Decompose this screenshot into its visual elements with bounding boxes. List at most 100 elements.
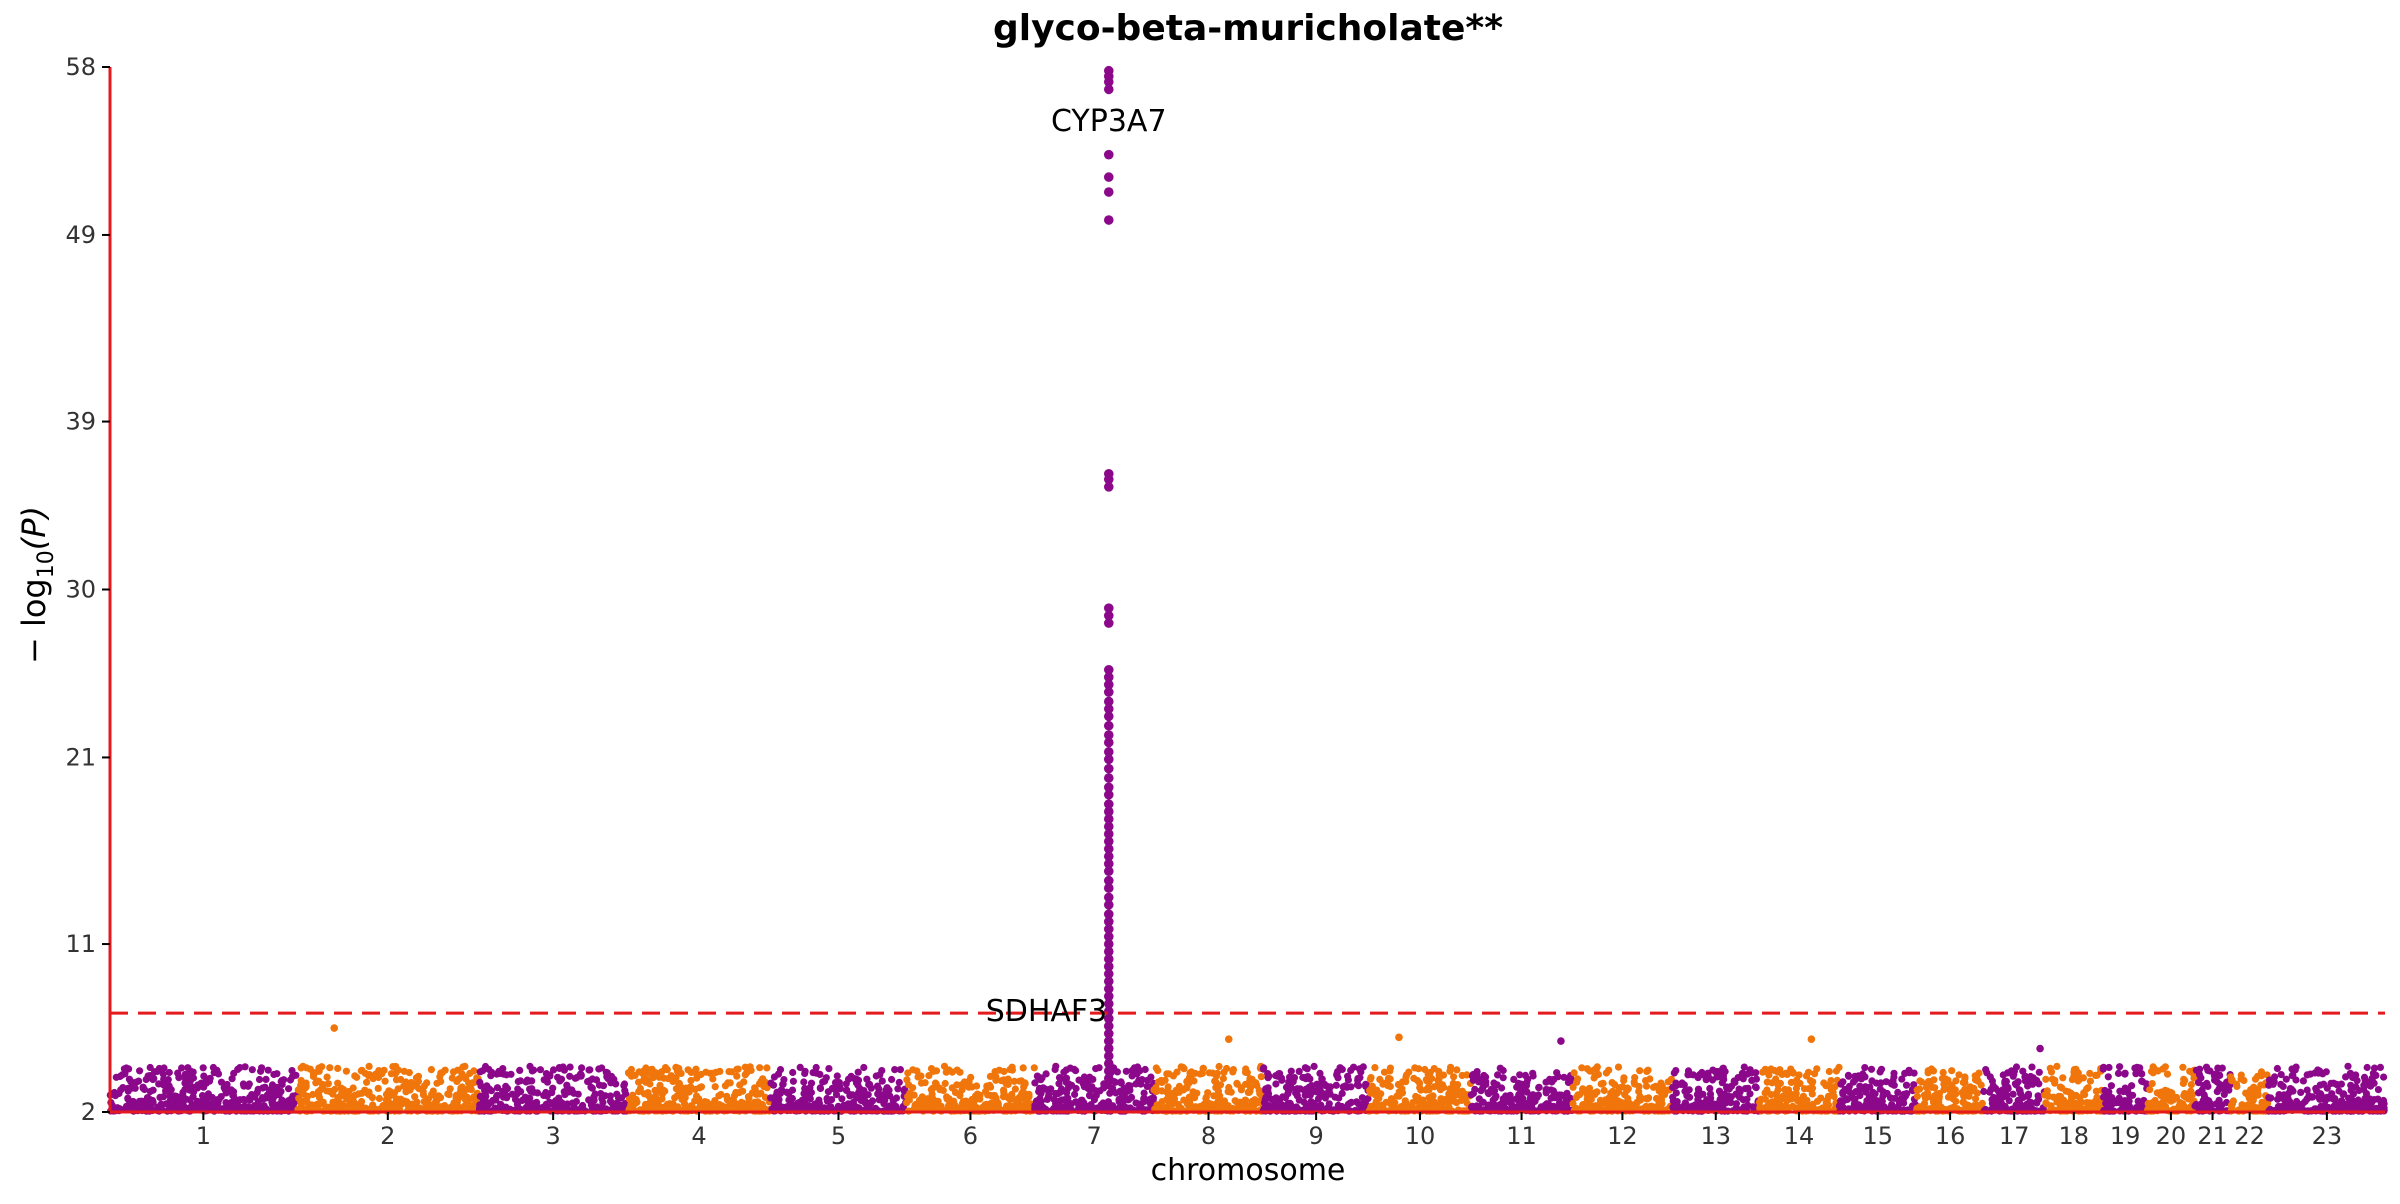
snp-point — [578, 1064, 585, 1071]
snp-point — [1522, 1072, 1529, 1079]
snp-point — [1055, 1080, 1062, 1087]
snp-point — [1475, 1078, 1482, 1085]
snp-point — [2344, 1063, 2351, 1070]
snp-point — [1245, 1079, 1252, 1086]
snp-point — [421, 1083, 428, 1090]
snp-point — [864, 1103, 871, 1110]
snp-point — [325, 1080, 332, 1087]
snp-point — [674, 1092, 681, 1099]
snp-point — [2188, 1081, 2195, 1088]
snp-point — [982, 1088, 989, 1095]
snp-point — [1037, 1100, 1044, 1107]
snp-point — [261, 1084, 268, 1091]
snp-point — [2211, 1071, 2218, 1078]
peak-snp-point — [1104, 187, 1114, 197]
snp-point — [362, 1070, 369, 1077]
snp-point — [487, 1072, 494, 1079]
snp-point — [658, 1068, 665, 1075]
snp-point — [1642, 1077, 1649, 1084]
snp-point — [1135, 1100, 1142, 1107]
snp-point — [2035, 1096, 2042, 1103]
snp-point — [1872, 1097, 1879, 1104]
x-tick-label: 7 — [1087, 1122, 1102, 1150]
snp-point — [200, 1098, 207, 1105]
peak-snp-point — [1104, 790, 1114, 800]
snp-point — [2105, 1064, 2112, 1071]
snp-point — [1513, 1095, 1520, 1102]
snp-point — [502, 1104, 509, 1111]
snp-point — [2169, 1095, 2176, 1102]
snp-point — [1808, 1035, 1816, 1043]
snp-point — [1081, 1073, 1088, 1080]
snp-point — [1916, 1103, 1923, 1110]
snp-point — [682, 1094, 689, 1101]
snp-point — [1253, 1082, 1260, 1089]
snp-point — [1404, 1103, 1411, 1110]
snp-point — [1491, 1087, 1498, 1094]
snp-point — [303, 1083, 310, 1090]
snp-point — [1000, 1089, 1007, 1096]
snp-point — [1947, 1090, 1954, 1097]
snp-point — [119, 1071, 126, 1078]
snp-point — [1290, 1078, 1297, 1085]
snp-point — [789, 1069, 796, 1076]
snp-point — [303, 1064, 310, 1071]
snp-point — [2010, 1071, 2017, 1078]
snp-point — [2153, 1101, 2160, 1108]
snp-point — [1591, 1091, 1598, 1098]
snp-point — [2042, 1076, 2049, 1083]
snp-point — [735, 1066, 742, 1073]
snp-point — [1747, 1066, 1754, 1073]
snp-point — [1311, 1103, 1318, 1110]
snp-point — [1768, 1091, 1775, 1098]
snp-point — [1258, 1073, 1265, 1080]
snp-point — [1915, 1086, 1922, 1093]
snp-point — [324, 1074, 331, 1081]
snp-point — [704, 1099, 711, 1106]
snp-point — [469, 1079, 476, 1086]
snp-point — [190, 1093, 197, 1100]
snp-point — [334, 1065, 341, 1072]
snp-point — [1288, 1068, 1295, 1075]
snp-point — [610, 1076, 617, 1083]
x-tick-label: 18 — [2059, 1122, 2090, 1150]
snp-point — [2250, 1088, 2257, 1095]
snp-point — [450, 1099, 457, 1106]
x-tick-label: 12 — [1607, 1122, 1638, 1150]
snp-point — [855, 1069, 862, 1076]
snp-point — [1934, 1103, 1941, 1110]
snp-point — [2315, 1070, 2322, 1077]
snp-point — [135, 1078, 142, 1085]
snp-point — [1529, 1070, 1536, 1077]
snp-point — [1446, 1068, 1453, 1075]
snp-point — [2257, 1082, 2264, 1089]
snp-point — [2047, 1065, 2054, 1072]
snp-point — [1644, 1095, 1651, 1102]
snp-point — [482, 1090, 489, 1097]
snp-point — [1773, 1104, 1780, 1111]
snp-point — [421, 1098, 428, 1105]
snp-point — [1431, 1099, 1438, 1106]
snp-point — [1872, 1090, 1879, 1097]
snp-point — [1141, 1095, 1148, 1102]
snp-point — [499, 1065, 506, 1072]
snp-point — [1109, 1085, 1116, 1092]
snp-point — [265, 1067, 272, 1074]
peak-snp-point — [1104, 618, 1114, 628]
snp-point — [1380, 1080, 1387, 1087]
snp-point — [626, 1096, 633, 1103]
snp-point — [382, 1078, 389, 1085]
snp-point — [1608, 1103, 1615, 1110]
snp-point — [1578, 1064, 1585, 1071]
snp-point — [2053, 1063, 2060, 1070]
snp-point — [1878, 1066, 1885, 1073]
snp-point — [1067, 1065, 1074, 1072]
snp-point — [1671, 1069, 1678, 1076]
snp-point — [853, 1076, 860, 1083]
snp-point — [200, 1064, 207, 1071]
snp-point — [2307, 1071, 2314, 1078]
snp-point — [1036, 1085, 1043, 1092]
snp-point — [621, 1087, 628, 1094]
snp-point — [273, 1070, 280, 1077]
